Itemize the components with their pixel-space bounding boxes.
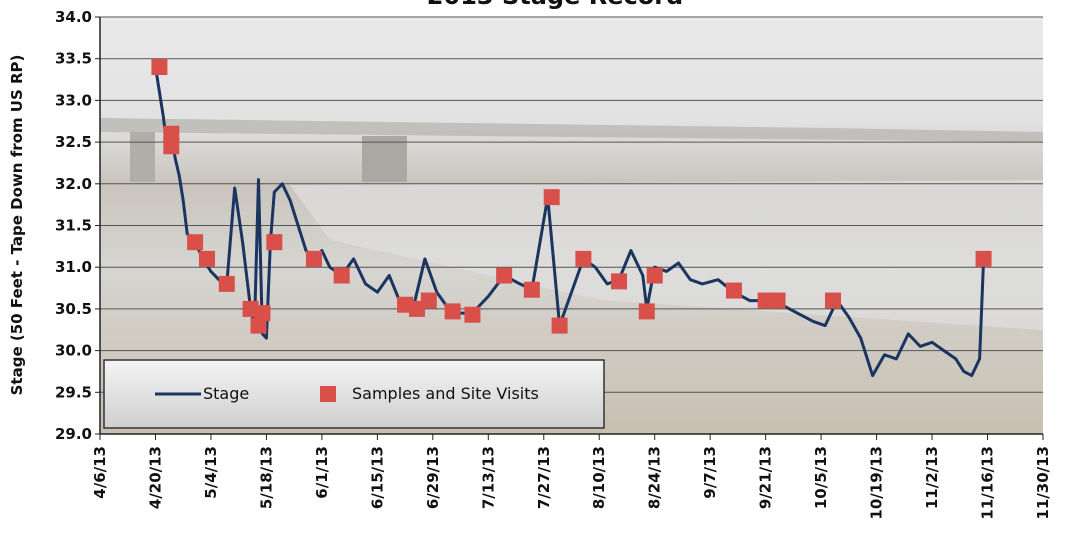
y-tick-label: 29.0 xyxy=(55,425,92,443)
sample-marker xyxy=(496,268,512,284)
sample-marker xyxy=(266,234,282,250)
x-tick-label: 6/1/13 xyxy=(313,446,331,499)
y-tick-label: 34.0 xyxy=(55,8,92,26)
sample-marker xyxy=(464,307,480,323)
y-tick-label: 31.0 xyxy=(55,258,92,276)
x-tick-label: 6/29/13 xyxy=(424,446,442,509)
chart-title: 2013 Stage Record xyxy=(427,0,683,10)
x-tick-label: 9/7/13 xyxy=(701,446,719,499)
legend-label: Samples and Site Visits xyxy=(352,384,539,403)
x-tick-label: 8/10/13 xyxy=(590,446,608,509)
sample-marker xyxy=(639,303,655,319)
x-tick-label: 4/20/13 xyxy=(146,446,164,509)
bridge-pier xyxy=(362,136,407,182)
sample-marker xyxy=(334,268,350,284)
x-tick-label: 11/2/13 xyxy=(923,446,941,509)
y-tick-label: 33.0 xyxy=(55,91,92,109)
y-tick-label: 29.5 xyxy=(55,383,92,401)
x-tick-label: 10/5/13 xyxy=(812,446,830,509)
x-tick-label: 5/4/13 xyxy=(202,446,220,499)
sample-marker xyxy=(306,251,322,267)
sample-marker xyxy=(163,138,179,154)
sample-marker xyxy=(151,59,167,75)
y-tick-label: 32.0 xyxy=(55,175,92,193)
sample-marker xyxy=(544,189,560,205)
sample-marker xyxy=(199,251,215,267)
x-tick-label: 7/13/13 xyxy=(479,446,497,509)
x-tick-label: 11/16/13 xyxy=(979,446,997,520)
sample-marker xyxy=(421,293,437,309)
sample-marker xyxy=(726,283,742,299)
sample-marker xyxy=(611,273,627,289)
x-tick-label: 10/19/13 xyxy=(868,446,886,520)
y-tick-label: 30.5 xyxy=(55,300,92,318)
chart: 2013 Stage Record Stage (50 Feet - Tape … xyxy=(0,0,1068,539)
y-tick-label: 30.0 xyxy=(55,342,92,360)
x-tick-label: 11/30/13 xyxy=(1034,446,1052,520)
sample-marker xyxy=(552,318,568,334)
sample-marker xyxy=(187,234,203,250)
sample-marker xyxy=(445,303,461,319)
x-tick-label: 5/18/13 xyxy=(257,446,275,509)
bridge-pier xyxy=(130,132,155,182)
sample-marker xyxy=(254,305,270,321)
x-tick-label: 7/27/13 xyxy=(535,446,553,509)
sample-marker xyxy=(825,293,841,309)
sample-marker xyxy=(575,251,591,267)
y-tick-label: 31.5 xyxy=(55,217,92,235)
sample-marker xyxy=(647,268,663,284)
sample-marker xyxy=(524,282,540,298)
y-tick-label: 32.5 xyxy=(55,133,92,151)
legend-label: Stage xyxy=(203,384,249,403)
x-tick-label: 9/21/13 xyxy=(757,446,775,509)
sample-marker xyxy=(770,293,786,309)
y-axis-label: Stage (50 Feet - Tape Down from US RP) xyxy=(8,55,26,396)
legend: Stage Samples and Site Visits xyxy=(104,360,604,428)
x-tick-label: 8/24/13 xyxy=(646,446,664,509)
legend-marker xyxy=(320,386,336,402)
x-tick-label: 4/6/13 xyxy=(91,446,109,499)
x-tick-label: 6/15/13 xyxy=(368,446,386,509)
y-tick-label: 33.5 xyxy=(55,50,92,68)
sample-marker xyxy=(219,276,235,292)
sample-marker xyxy=(976,251,992,267)
